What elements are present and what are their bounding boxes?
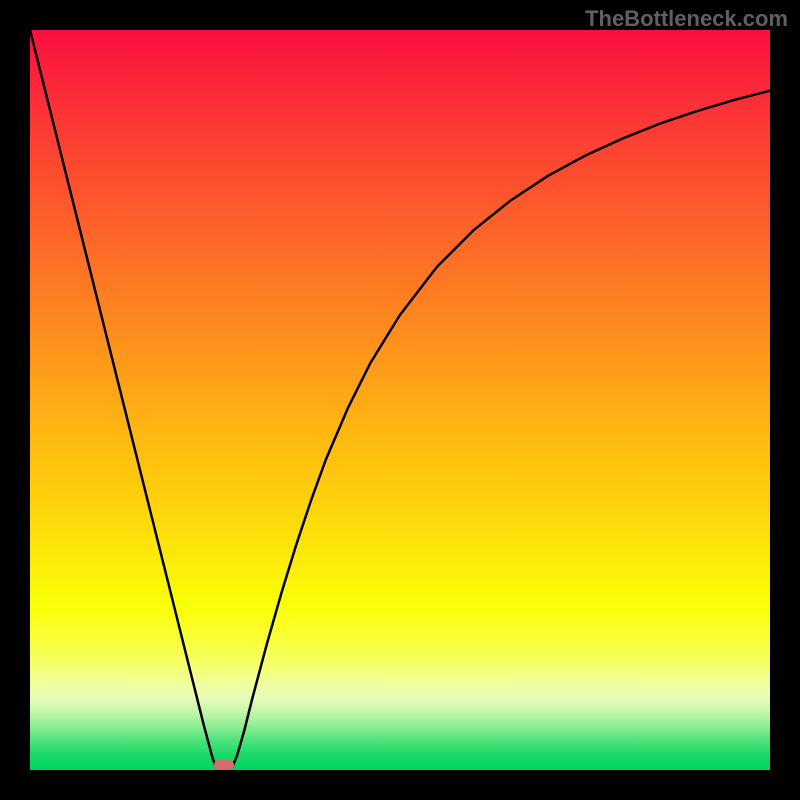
optimal-marker	[214, 760, 234, 770]
watermark-text: TheBottleneck.com	[585, 6, 788, 32]
bottleneck-curve	[30, 30, 770, 770]
plot-area	[30, 30, 770, 770]
